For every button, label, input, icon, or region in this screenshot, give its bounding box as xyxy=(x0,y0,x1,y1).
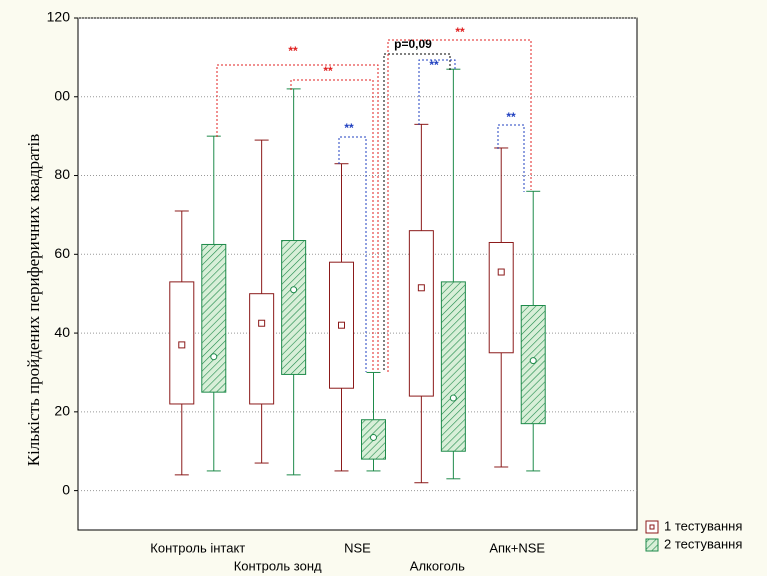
median xyxy=(178,341,186,349)
x-tick-label: NSE xyxy=(344,540,371,555)
bracket xyxy=(216,64,379,370)
legend-label: 2 тестування xyxy=(664,536,742,551)
box xyxy=(488,241,514,354)
box xyxy=(249,293,275,405)
annotation: ** xyxy=(506,110,516,124)
bracket xyxy=(387,39,532,372)
bracket xyxy=(497,124,525,192)
plot-area xyxy=(77,17,638,531)
annotation: ** xyxy=(429,58,439,72)
median xyxy=(497,268,505,276)
legend-label: 1 тестування xyxy=(664,518,742,533)
median xyxy=(258,319,266,327)
bracket xyxy=(418,59,456,125)
y-tick-label: 120 xyxy=(47,9,71,25)
y-axis-label: Кількість пройдених периферичних квадрат… xyxy=(24,134,43,467)
box xyxy=(520,305,546,425)
annotation: p=0,09 xyxy=(394,37,432,51)
legend-swatch-inner xyxy=(649,524,655,530)
bracket xyxy=(383,53,451,370)
x-tick-label: Алкоголь xyxy=(410,558,465,573)
median xyxy=(338,321,345,329)
y-tick-label: 60 xyxy=(54,245,70,261)
bracket xyxy=(290,79,374,370)
x-tick-label: Контроль зонд xyxy=(234,558,322,573)
median xyxy=(370,433,377,441)
x-tick-label: Контроль інтакт xyxy=(150,540,245,555)
box xyxy=(408,230,434,397)
y-tick-label: 80 xyxy=(54,166,70,182)
y-tick-label: 00 xyxy=(54,87,70,103)
median xyxy=(449,394,457,402)
annotation: ** xyxy=(323,64,333,78)
median xyxy=(210,353,218,361)
box xyxy=(440,281,466,452)
annotation: ** xyxy=(288,44,298,58)
box xyxy=(201,243,227,393)
y-tick-label: 40 xyxy=(54,324,70,340)
box xyxy=(281,240,307,375)
legend-swatch xyxy=(645,538,659,552)
median xyxy=(290,286,298,294)
y-tick-label: 0 xyxy=(62,481,70,497)
median xyxy=(417,284,425,292)
x-tick-label: Апк+NSE xyxy=(489,540,545,555)
bracket xyxy=(338,136,367,372)
median xyxy=(529,357,537,365)
y-tick-label: 20 xyxy=(54,403,70,419)
annotation: ** xyxy=(455,25,465,39)
annotation: ** xyxy=(344,121,354,135)
